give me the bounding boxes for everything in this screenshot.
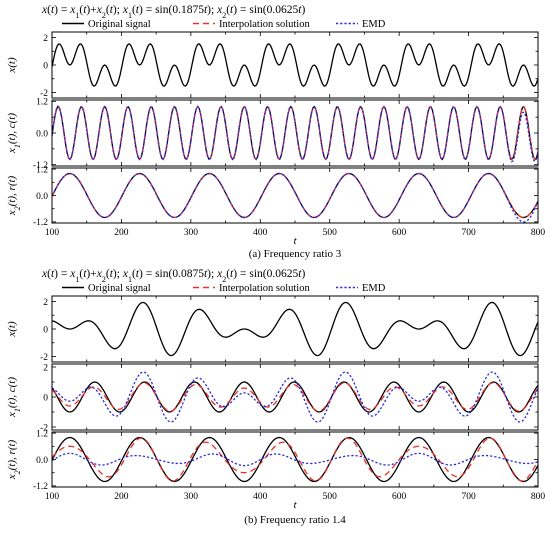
series-line-dashed	[52, 437, 538, 482]
y-tick-label: 0.0	[36, 192, 48, 202]
y-tick-label: -1.2	[33, 161, 48, 171]
y-tick-label: -1.2	[33, 218, 48, 228]
chart-a: x(t) = x1(t)+x2(t); x1(t) = sin(0.1875t)…	[6, 4, 545, 260]
chart-title: x(t) = x1(t)+x2(t); x1(t) = sin(0.1875t)…	[41, 4, 305, 20]
y-tick-label: 0.0	[36, 129, 48, 139]
legend-label: Interpolation solution	[219, 283, 310, 294]
series-line-dotted	[52, 172, 538, 223]
legend-label: EMD	[362, 283, 386, 294]
y-axis-label: x2(t), r(t)	[6, 439, 22, 480]
legend-label: Original signal	[88, 19, 151, 30]
y-tick-label: 0.0	[36, 456, 48, 466]
y-tick-label: 1.2	[36, 429, 48, 439]
plot-frame	[51, 167, 539, 224]
panel-1: 2 0 -2 x(t)	[6, 31, 539, 99]
series-line-dashed	[52, 172, 538, 219]
y-tick-label: -2	[40, 353, 48, 363]
x-tick-label: 200	[114, 492, 129, 502]
panel-3: 1.2 0.0 -1.2 x2(t), r(t)	[6, 429, 539, 492]
series-line-dashed	[52, 382, 538, 412]
series-line-dotted	[52, 452, 538, 467]
series-line-solid	[52, 436, 538, 483]
legend-label: Original signal	[88, 283, 151, 294]
y-axis-label: x2(t), r(t)	[6, 175, 22, 216]
x-tick-label: 800	[531, 228, 546, 238]
chart-caption: (a) Frequency ratio 3	[249, 248, 342, 260]
legend: Original signal Interpolation solution EMD	[62, 283, 386, 294]
chart-caption: (b) Frequency ratio 1.4	[244, 514, 346, 526]
panel-2: 1.2 0.0 -1.2 x1(t), c(t)	[6, 98, 539, 171]
x-tick-label: 500	[323, 228, 338, 238]
y-axis-label: x(t)	[6, 57, 18, 74]
y-tick-label: 2	[43, 298, 48, 308]
x-tick-label: 100	[45, 492, 60, 502]
x-tick-label: 100	[45, 228, 60, 238]
legend: Original signal Interpolation solution EMD	[62, 19, 386, 30]
x-axis-label: t	[293, 235, 297, 247]
x-tick-label: 500	[323, 492, 338, 502]
x-tick-label: 400	[253, 228, 268, 238]
legend-label: EMD	[362, 19, 386, 30]
x-tick-label: 600	[392, 228, 407, 238]
x-tick-label: 800	[531, 492, 546, 502]
chart-b: x(t) = x1(t)+x2(t); x1(t) = sin(0.0875t)…	[6, 268, 545, 526]
legend-label: Interpolation solution	[219, 19, 310, 30]
series-line-solid	[52, 301, 538, 357]
x-tick-label: 700	[461, 492, 476, 502]
plot-frame	[51, 363, 539, 431]
y-tick-label: 0	[43, 393, 48, 403]
series-line-dotted	[52, 371, 538, 423]
x-tick-label: 300	[184, 228, 199, 238]
series-line-solid	[52, 172, 538, 219]
y-tick-label: -2	[40, 89, 48, 99]
y-tick-label: -2	[40, 423, 48, 433]
series-line-solid	[52, 381, 538, 413]
y-tick-label: 1.2	[36, 165, 48, 175]
x-tick-label: 200	[114, 228, 129, 238]
plot-frame	[51, 31, 539, 99]
x-tick-label: 400	[253, 492, 268, 502]
plot-frame	[51, 295, 539, 363]
y-axis-label: x1(t), c(t)	[6, 377, 22, 418]
y-tick-label: 2	[43, 363, 48, 373]
x-tick-label: 300	[184, 492, 199, 502]
panel-1: 2 0 -2 x(t)	[6, 295, 539, 363]
y-tick-label: -1.2	[33, 482, 48, 492]
series-line-dotted	[52, 105, 538, 163]
y-axis-label: x(t)	[6, 321, 18, 338]
chart-title: x(t) = x1(t)+x2(t); x1(t) = sin(0.0875t)…	[41, 268, 305, 284]
y-axis-label: x1(t), c(t)	[6, 113, 22, 154]
panel-2: 2 0 -2 x1(t), c(t)	[6, 363, 539, 433]
x-axis-label: t	[293, 499, 297, 511]
x-tick-label: 600	[392, 492, 407, 502]
y-tick-label: 0	[43, 325, 48, 335]
x-tick-label: 700	[461, 228, 476, 238]
y-tick-label: 1.2	[36, 98, 48, 108]
y-tick-label: 2	[43, 34, 48, 44]
series-line-solid	[52, 43, 538, 87]
y-tick-label: 0	[43, 61, 48, 71]
panel-3: 1.2 0.0 -1.2 x2(t), r(t)	[6, 165, 539, 228]
plot-frame	[51, 99, 539, 167]
